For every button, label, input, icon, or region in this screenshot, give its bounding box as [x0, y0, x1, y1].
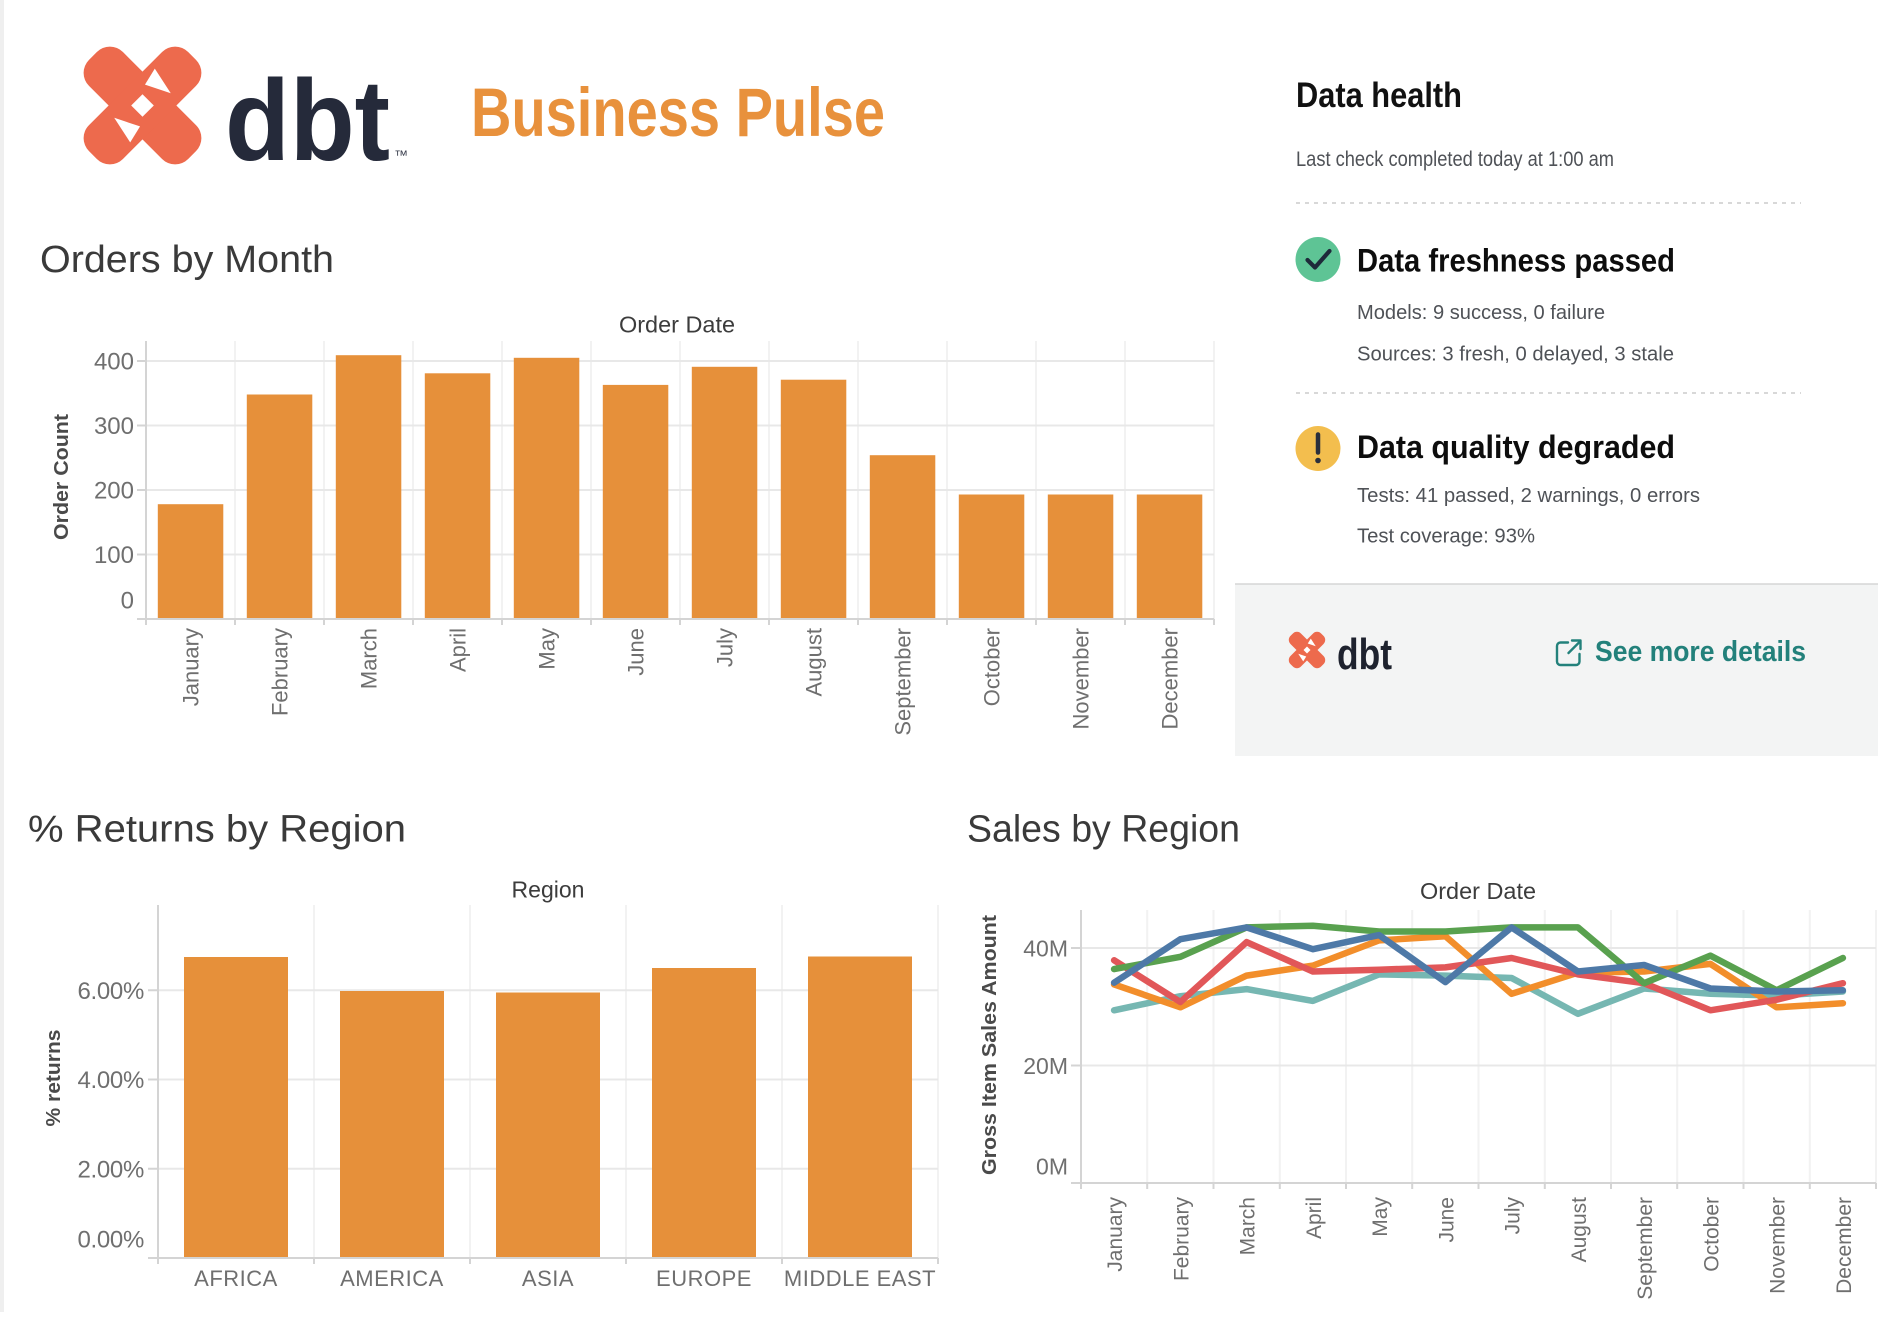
svg-text:February: February — [1170, 1197, 1193, 1282]
svg-text:October: October — [980, 628, 1005, 706]
svg-text:Order Count: Order Count — [51, 414, 73, 540]
svg-text:Order Date: Order Date — [1420, 878, 1536, 904]
svg-text:4.00%: 4.00% — [77, 1067, 144, 1094]
svg-text:Test coverage: 93%: Test coverage: 93% — [1357, 526, 1535, 548]
svg-text:June: June — [1435, 1197, 1458, 1243]
svg-text:September: September — [891, 628, 916, 736]
svg-text:Tests: 41 passed, 2 warnings,: Tests: 41 passed, 2 warnings, 0 errors — [1357, 485, 1700, 507]
svg-text:August: August — [1568, 1197, 1591, 1263]
svg-text:Order Date: Order Date — [619, 312, 735, 338]
svg-text:September: September — [1634, 1197, 1657, 1300]
svg-text:March: March — [1237, 1197, 1260, 1255]
svg-text:April: April — [446, 628, 471, 672]
svg-text:Models: 9 success, 0 failure: Models: 9 success, 0 failure — [1357, 302, 1605, 324]
svg-text:August: August — [802, 628, 827, 697]
svg-text:March: March — [357, 628, 382, 689]
svg-text:2.00%: 2.00% — [77, 1156, 144, 1183]
svg-text:Data freshness passed: Data freshness passed — [1357, 243, 1675, 279]
svg-text:Last check completed today at: Last check completed today at 1:00 am — [1296, 148, 1614, 171]
svg-text:400: 400 — [94, 349, 134, 376]
svg-text:November: November — [1767, 1197, 1790, 1294]
svg-text:40M: 40M — [1023, 936, 1068, 962]
svg-text:MIDDLE EAST: MIDDLE EAST — [784, 1266, 936, 1291]
svg-text:6.00%: 6.00% — [77, 978, 144, 1005]
svg-text:January: January — [179, 628, 204, 706]
svg-text:300: 300 — [94, 413, 134, 440]
svg-text:100: 100 — [94, 542, 134, 569]
svg-text:Orders by Month: Orders by Month — [40, 239, 334, 281]
svg-text:EUROPE: EUROPE — [656, 1266, 752, 1291]
svg-text:Sources: 3 fresh, 0 delayed, 3: Sources: 3 fresh, 0 delayed, 3 stale — [1357, 344, 1674, 366]
svg-text:0M: 0M — [1036, 1154, 1068, 1180]
svg-text:0: 0 — [121, 588, 134, 615]
svg-text:April: April — [1303, 1197, 1326, 1239]
svg-text:Data quality degraded: Data quality degraded — [1357, 429, 1675, 465]
svg-text:0.00%: 0.00% — [77, 1227, 144, 1254]
svg-text:May: May — [535, 628, 560, 670]
svg-text:Business Pulse: Business Pulse — [471, 74, 885, 151]
svg-text:200: 200 — [94, 478, 134, 505]
svg-text:October: October — [1700, 1197, 1723, 1272]
svg-text:July: July — [1502, 1197, 1525, 1235]
svg-text:20M: 20M — [1023, 1053, 1068, 1079]
svg-text:May: May — [1369, 1197, 1392, 1237]
svg-text:AMERICA: AMERICA — [340, 1266, 444, 1291]
svg-text:June: June — [624, 628, 649, 676]
svg-text:AFRICA: AFRICA — [194, 1266, 278, 1291]
svg-text:% Returns by Region: % Returns by Region — [28, 809, 406, 851]
svg-text:™: ™ — [394, 147, 408, 163]
svg-text:ASIA: ASIA — [522, 1266, 574, 1291]
svg-text:November: November — [1069, 628, 1094, 729]
svg-text:dbt: dbt — [1337, 630, 1392, 679]
svg-text:Gross Item Sales Amount: Gross Item Sales Amount — [979, 915, 1001, 1175]
svg-text:See more details: See more details — [1595, 636, 1806, 668]
svg-text:Sales by Region: Sales by Region — [967, 809, 1240, 851]
svg-text:dbt: dbt — [225, 57, 390, 185]
svg-text:January: January — [1104, 1197, 1127, 1272]
svg-text:December: December — [1158, 628, 1183, 729]
svg-text:Data health: Data health — [1296, 75, 1462, 115]
svg-text:% returns: % returns — [42, 1030, 65, 1127]
svg-text:July: July — [713, 628, 738, 667]
svg-text:December: December — [1833, 1197, 1856, 1294]
svg-text:Region: Region — [512, 877, 585, 903]
svg-text:February: February — [268, 628, 293, 716]
